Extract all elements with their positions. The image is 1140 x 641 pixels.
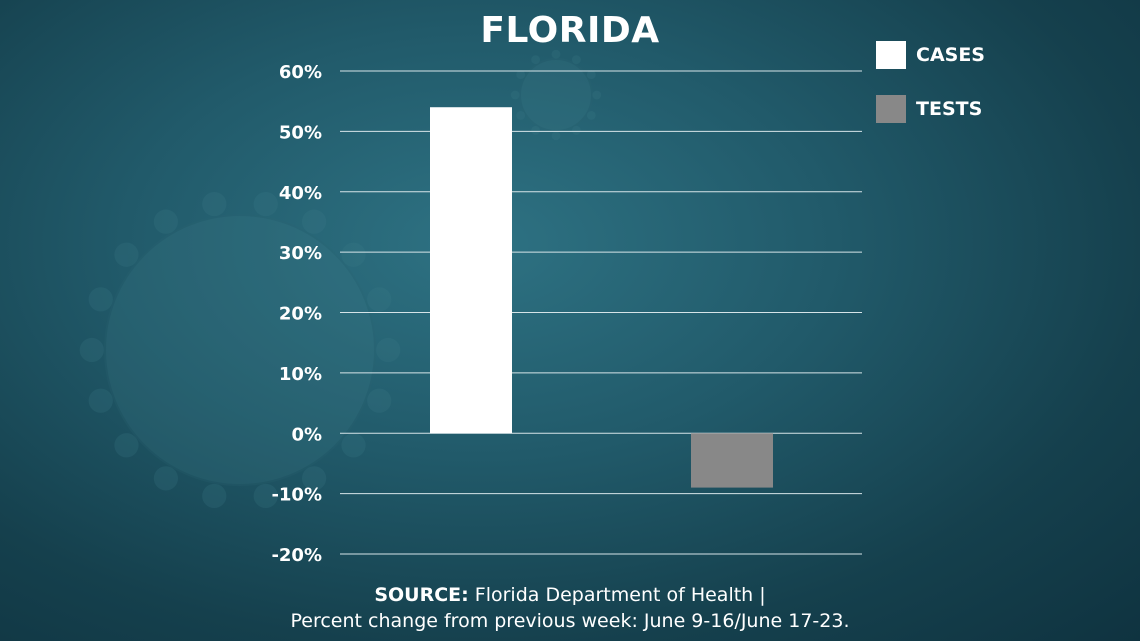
y-tick-label: 30%	[279, 243, 322, 264]
virus-spike	[202, 191, 227, 217]
virus-spike	[153, 209, 178, 234]
virus-spike	[592, 90, 602, 100]
virus-spike	[551, 131, 561, 141]
legend-item-tests: TESTS	[876, 94, 982, 124]
virus-spike	[253, 483, 278, 509]
y-tick-label: 10%	[279, 364, 322, 385]
virus-spike	[531, 125, 540, 135]
source-note: SOURCE: Florida Department of Health | P…	[0, 582, 1140, 634]
y-tick-label: 60%	[279, 62, 322, 83]
y-tick-label: 0%	[291, 424, 322, 445]
virus-spike	[153, 466, 178, 491]
virus-spike	[302, 209, 327, 234]
virus-spike	[114, 242, 139, 267]
legend-item-cases: CASES	[876, 40, 985, 70]
virus-spike	[253, 191, 278, 217]
virus-spike	[516, 111, 526, 120]
y-tick-label: 40%	[279, 183, 322, 204]
virus-large-icon	[104, 214, 376, 486]
gridlines	[340, 70, 862, 555]
source-line-1: SOURCE: Florida Department of Health |	[0, 582, 1140, 608]
virus-spike	[88, 388, 113, 413]
legend-swatch-cases	[876, 41, 906, 69]
virus-spike	[516, 70, 526, 79]
y-tick-label: 50%	[279, 122, 322, 143]
virus-spike	[572, 55, 581, 65]
legend-label-cases: CASES	[916, 44, 985, 66]
virus-spike	[202, 483, 227, 509]
y-tick-label: 20%	[279, 304, 322, 325]
virus-spike	[88, 287, 113, 312]
source-prefix: SOURCE:	[374, 584, 469, 606]
virus-spike	[367, 287, 392, 312]
virus-spike	[341, 242, 366, 267]
y-tick-label: -20%	[271, 545, 322, 566]
chart-title: FLORIDA	[480, 10, 660, 51]
y-tick-label: -10%	[271, 485, 322, 506]
virus-spike	[551, 49, 561, 59]
virus-spike	[531, 55, 540, 65]
bars	[430, 107, 773, 488]
bar-cases	[430, 107, 512, 434]
virus-spike	[114, 433, 139, 458]
virus-spike	[510, 90, 520, 100]
bar-tests	[691, 433, 773, 488]
virus-spike	[376, 337, 401, 363]
y-axis-labels: 60% 50% 40% 30% 20% 10% 0% -10% -20%	[271, 62, 322, 566]
virus-spike	[367, 388, 392, 413]
virus-spike	[572, 125, 581, 135]
legend-swatch-tests	[876, 95, 906, 123]
virus-spike	[302, 466, 327, 491]
source-text: Florida Department of Health |	[468, 584, 766, 606]
virus-spike	[79, 337, 104, 363]
source-line-2: Percent change from previous week: June …	[290, 610, 850, 632]
virus-spike	[586, 111, 596, 120]
legend-label-tests: TESTS	[916, 98, 983, 120]
virus-spike	[586, 70, 596, 79]
virus-spike	[341, 433, 366, 458]
